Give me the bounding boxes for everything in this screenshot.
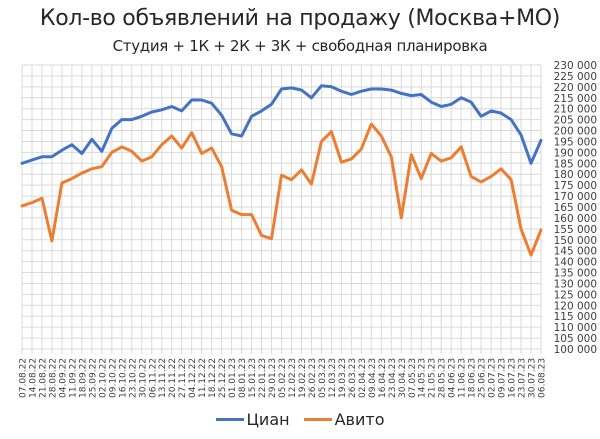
x-tick-label: 15.01.23 <box>248 358 258 398</box>
y-tick-label: 135 000 <box>554 268 597 280</box>
x-tick-label: 23.10.22 <box>128 358 138 398</box>
x-tick-label: 30.07.23 <box>528 358 538 398</box>
x-tick-label: 14.05.23 <box>418 358 428 398</box>
x-tick-label: 18.09.22 <box>78 358 88 398</box>
x-tick-label: 18.06.23 <box>468 358 478 398</box>
x-tick-label: 20.11.22 <box>168 358 178 398</box>
x-tick-label: 29.01.23 <box>268 358 278 398</box>
x-tick-label: 04.06.23 <box>448 358 458 398</box>
y-tick-label: 225 000 <box>554 71 597 83</box>
y-tick-label: 100 000 <box>554 344 597 356</box>
x-tick-label: 19.03.23 <box>338 358 348 398</box>
y-tick-label: 180 000 <box>554 169 597 181</box>
x-tick-label: 02.04.23 <box>358 358 368 398</box>
y-tick-label: 130 000 <box>554 278 597 290</box>
x-tick-label: 16.07.23 <box>508 358 518 398</box>
legend-item-cian: Циан <box>215 410 290 429</box>
x-tick-label: 07.05.23 <box>408 358 418 398</box>
series-line-cian <box>20 84 543 165</box>
x-tick-label: 08.01.23 <box>238 358 248 398</box>
x-tick-label: 06.11.22 <box>148 358 158 398</box>
y-tick-label: 175 000 <box>554 180 597 192</box>
y-tick-label: 185 000 <box>554 158 597 170</box>
y-tick-label: 145 000 <box>554 246 597 258</box>
y-tick-label: 190 000 <box>554 147 597 159</box>
x-tick-label: 22.01.23 <box>258 358 268 398</box>
legend-label-avito: Авито <box>334 410 385 429</box>
x-tick-label: 13.11.22 <box>158 358 168 398</box>
x-tick-label: 11.09.22 <box>68 358 78 398</box>
x-tick-label: 26.03.23 <box>348 358 358 398</box>
x-tick-label: 21.05.23 <box>428 358 438 398</box>
x-tick-label: 09.10.22 <box>108 358 118 398</box>
x-tick-label: 09.07.23 <box>498 358 508 398</box>
x-tick-label: 26.02.23 <box>308 358 318 398</box>
y-tick-label: 120 000 <box>554 300 597 312</box>
x-tick-label: 05.03.23 <box>318 358 328 398</box>
legend-swatch-avito <box>303 418 332 421</box>
legend-item-avito: Авито <box>303 410 385 429</box>
x-tick-label: 06.08.23 <box>538 358 548 398</box>
y-tick-label: 150 000 <box>554 235 597 247</box>
legend-swatch-cian <box>215 418 244 421</box>
series-line-avito <box>20 122 543 257</box>
x-tick-label: 28.08.22 <box>48 358 58 398</box>
x-tick-label: 23.04.23 <box>388 358 398 398</box>
x-tick-label: 01.01.23 <box>228 358 238 398</box>
x-tick-label: 25.09.22 <box>88 358 98 398</box>
x-tick-label: 07.08.22 <box>19 358 29 398</box>
y-tick-label: 105 000 <box>554 333 597 345</box>
x-tick-label: 14.08.22 <box>28 358 38 398</box>
y-tick-label: 165 000 <box>554 202 597 214</box>
x-tick-label: 30.10.22 <box>138 358 148 398</box>
series-lines <box>20 84 543 257</box>
x-tick-label: 19.02.23 <box>298 358 308 398</box>
y-tick-label: 230 000 <box>554 60 597 72</box>
x-tick-label: 16.10.22 <box>118 358 128 398</box>
x-tick-label: 23.07.23 <box>518 358 528 398</box>
x-tick-label: 11.12.22 <box>198 358 208 398</box>
y-tick-label: 140 000 <box>554 257 597 269</box>
y-tick-label: 195 000 <box>554 136 597 148</box>
x-tick-label: 25.06.23 <box>478 358 488 398</box>
legend: Циан Авито <box>0 410 600 429</box>
y-tick-label: 115 000 <box>554 311 597 323</box>
x-tick-label: 11.06.23 <box>458 358 468 398</box>
y-tick-label: 125 000 <box>554 289 597 301</box>
legend-label-cian: Циан <box>246 410 290 429</box>
y-tick-label: 170 000 <box>554 191 597 203</box>
x-tick-label: 27.11.22 <box>178 358 188 398</box>
y-tick-label: 200 000 <box>554 126 597 138</box>
x-tick-label: 21.08.22 <box>38 358 48 398</box>
x-axis: 07.08.22 14.08.22 21.08.22 28.08.22 04.09.22… <box>19 358 548 398</box>
y-tick-label: 215 000 <box>554 93 597 105</box>
chart-title: Кол-во объявлений на продажу (Москва+МО) <box>39 6 561 31</box>
x-tick-label: 18.12.22 <box>208 358 218 398</box>
y-tick-label: 155 000 <box>554 224 597 236</box>
x-tick-label: 05.02.23 <box>278 358 288 398</box>
x-tick-label: 04.09.22 <box>58 358 68 398</box>
chart-subtitle: Студия + 1К + 2К + 3К + свободная планир… <box>112 37 488 55</box>
x-tick-label: 12.03.23 <box>328 358 338 398</box>
x-tick-label: 04.12.22 <box>188 358 198 398</box>
x-tick-label: 09.04.23 <box>368 358 378 398</box>
y-tick-label: 160 000 <box>554 213 597 225</box>
gridlines <box>21 64 542 354</box>
x-tick-label: 16.04.23 <box>378 358 388 398</box>
x-tick-label: 02.10.22 <box>98 358 108 398</box>
x-tick-label: 25.12.22 <box>218 358 228 398</box>
y-tick-label: 205 000 <box>554 115 597 127</box>
y-tick-label: 220 000 <box>554 82 597 94</box>
x-tick-label: 12.02.23 <box>288 358 298 398</box>
y-tick-label: 210 000 <box>554 104 597 116</box>
x-tick-label: 28.05.23 <box>438 358 448 398</box>
y-tick-label: 110 000 <box>554 322 597 334</box>
x-tick-label: 30.04.23 <box>398 358 408 398</box>
x-tick-label: 02.07.23 <box>488 358 498 398</box>
